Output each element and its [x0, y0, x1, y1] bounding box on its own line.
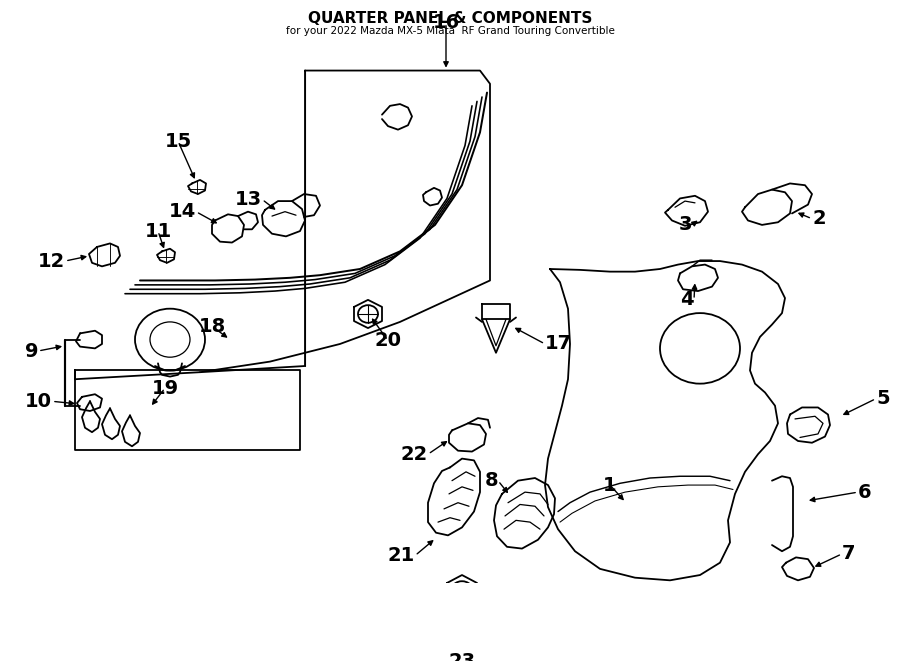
Text: 20: 20	[374, 331, 401, 350]
Text: 8: 8	[484, 471, 498, 490]
Text: 10: 10	[25, 392, 52, 410]
Text: 5: 5	[876, 389, 889, 408]
Text: 1: 1	[603, 475, 616, 494]
Text: 2: 2	[812, 210, 825, 228]
Text: 13: 13	[235, 190, 262, 209]
Text: 3: 3	[679, 215, 692, 235]
Text: 23: 23	[448, 652, 475, 661]
Text: 16: 16	[432, 13, 460, 32]
Text: 19: 19	[151, 379, 178, 397]
Text: 6: 6	[858, 483, 871, 502]
Text: 22: 22	[400, 445, 428, 464]
Text: 15: 15	[165, 132, 192, 151]
Text: 7: 7	[842, 545, 856, 563]
Text: 18: 18	[198, 317, 226, 336]
Text: for your 2022 Mazda MX-5 Miata  RF Grand Touring Convertible: for your 2022 Mazda MX-5 Miata RF Grand …	[285, 26, 615, 36]
Text: 12: 12	[38, 252, 65, 270]
Text: 11: 11	[144, 221, 172, 241]
Text: 17: 17	[545, 334, 572, 354]
Text: QUARTER PANEL & COMPONENTS: QUARTER PANEL & COMPONENTS	[308, 11, 592, 26]
Text: 4: 4	[680, 290, 694, 309]
Text: 14: 14	[169, 202, 196, 221]
Text: 9: 9	[24, 342, 38, 360]
Text: 21: 21	[388, 546, 415, 565]
